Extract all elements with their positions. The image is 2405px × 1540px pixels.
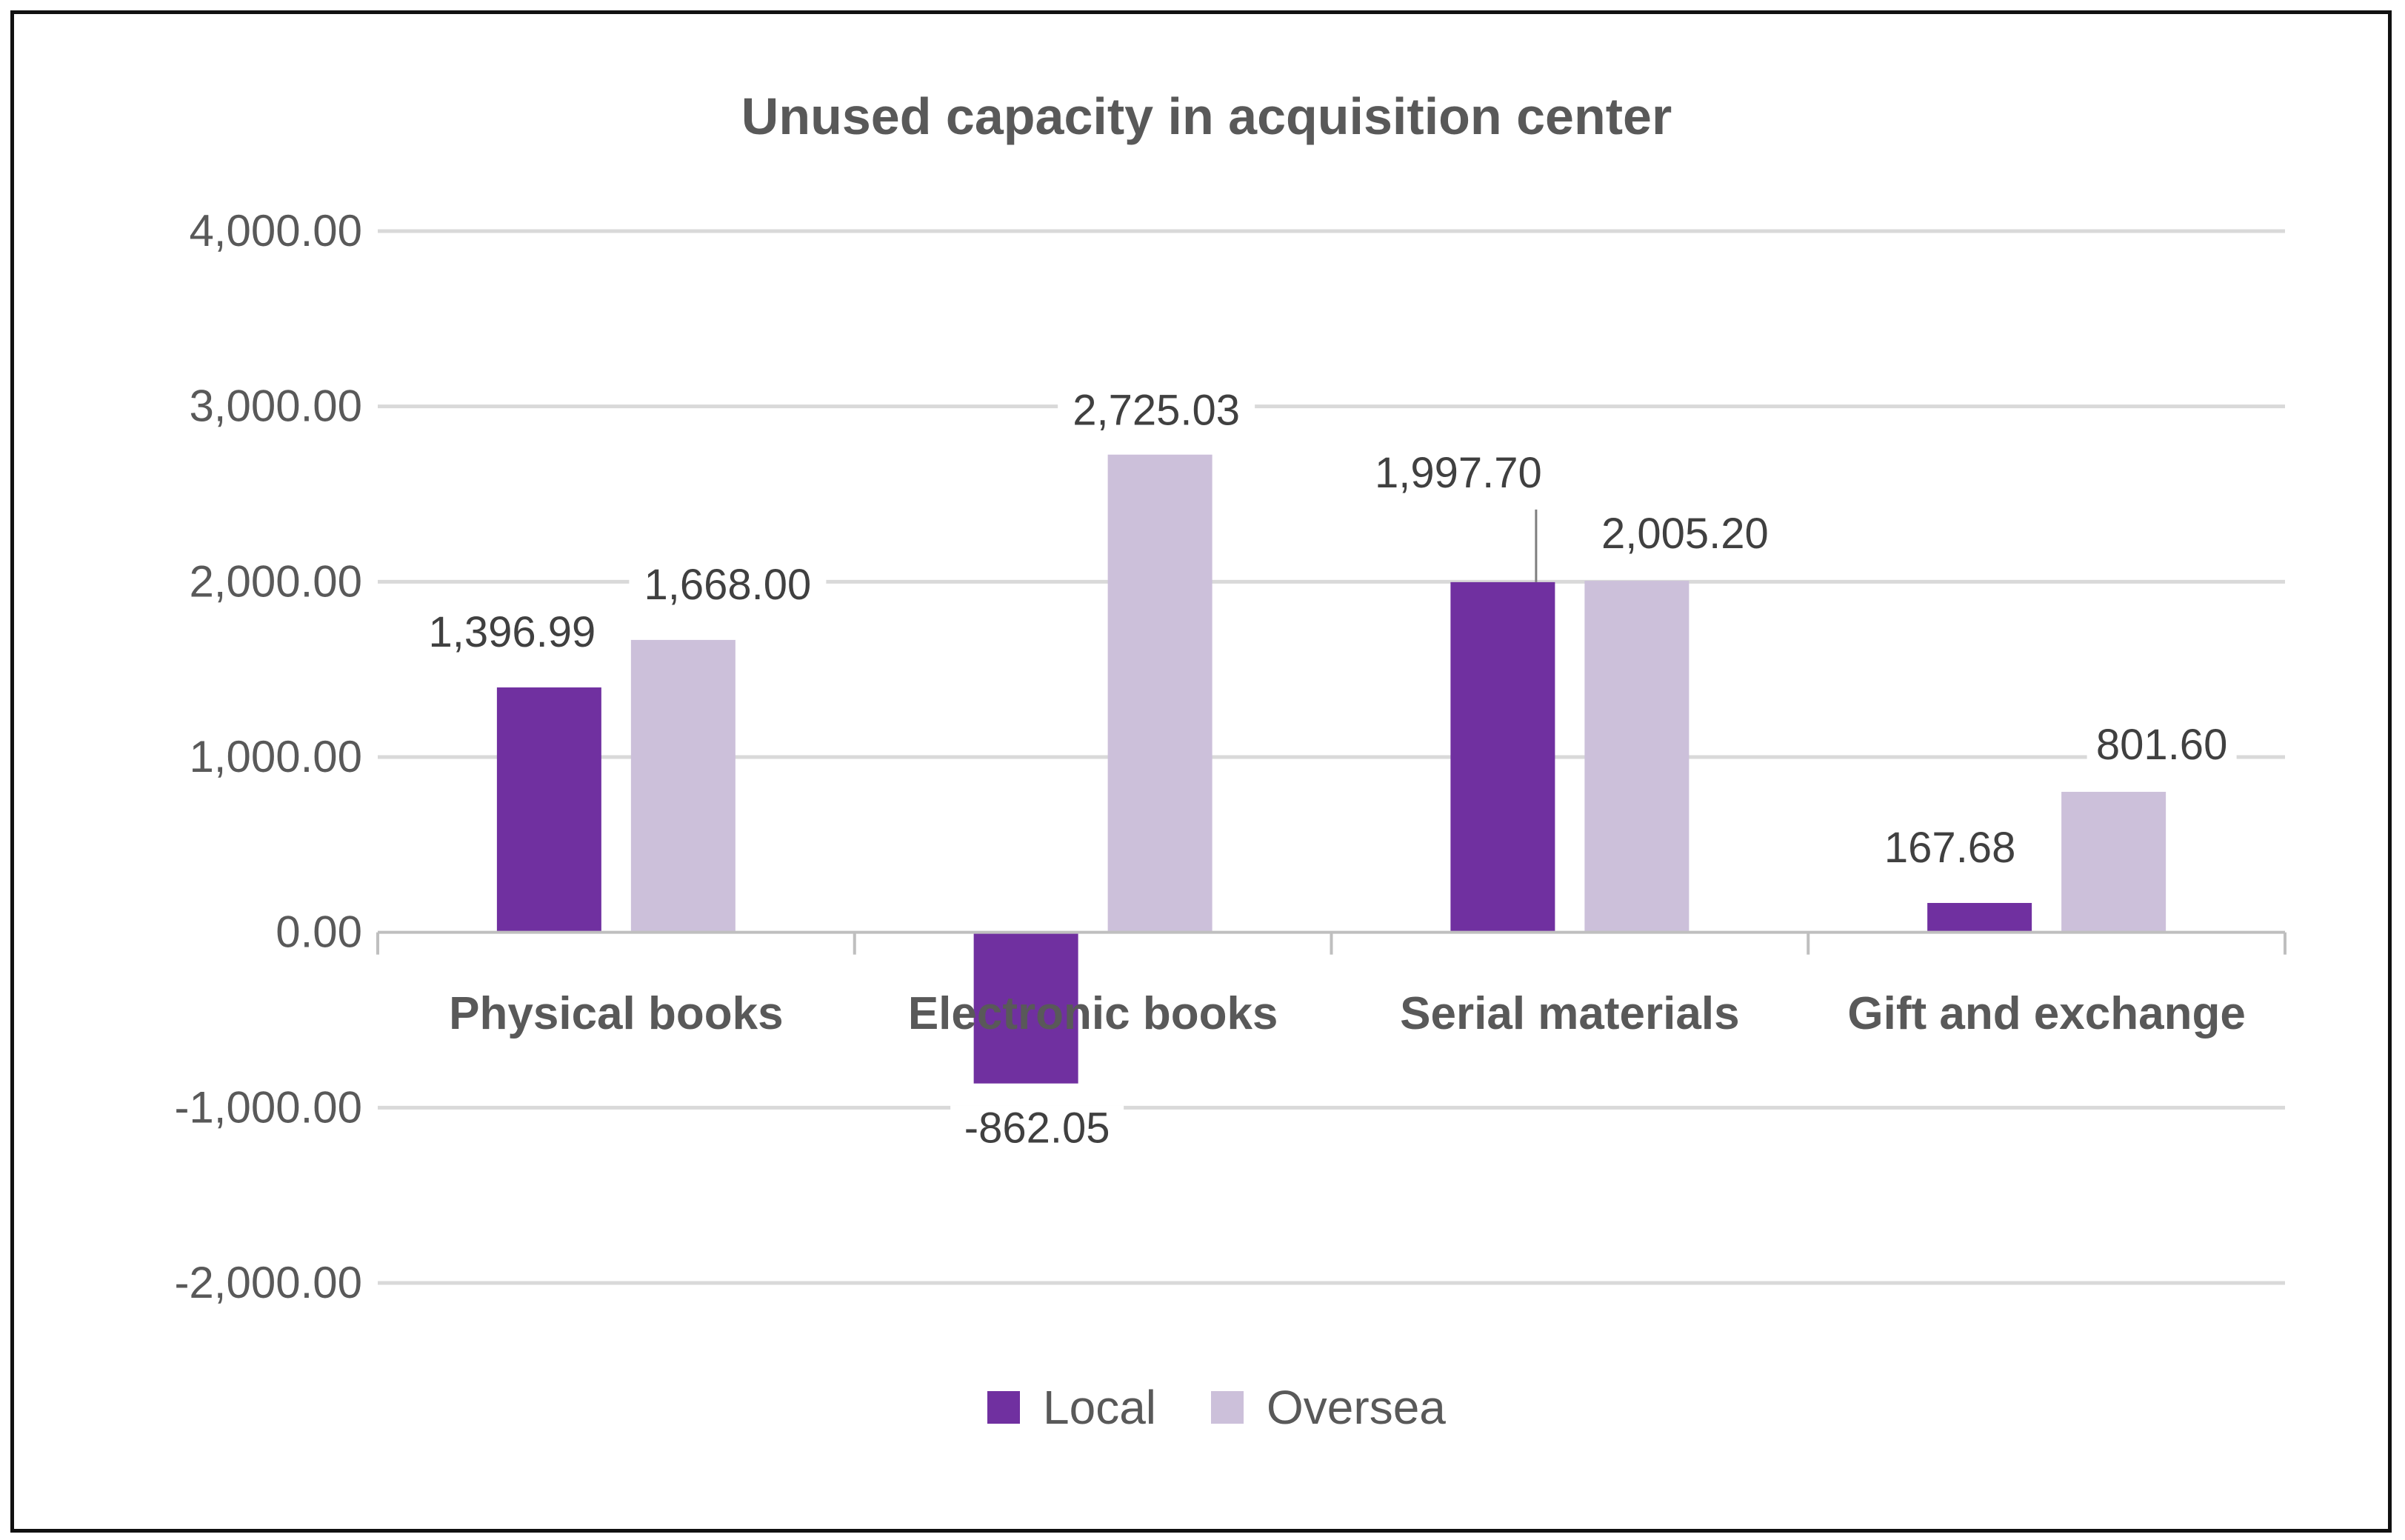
data-label-local-1: 1,396.99 xyxy=(428,608,596,656)
category-label: Serial materials xyxy=(1400,988,1739,1039)
data-label-background xyxy=(629,561,827,611)
bar-chart: Unused capacity in acquisition center 4,… xyxy=(174,87,2286,1434)
category-label: Physical books xyxy=(449,988,783,1039)
y-tick-label: -1,000.00 xyxy=(174,1082,362,1132)
bar-oversea-1 xyxy=(630,639,735,933)
data-labels: 1,396.99 -862.05 1,997.70 167.68 1,668.00 2,7… xyxy=(413,387,2237,1155)
data-label-background xyxy=(413,610,611,659)
y-tick-label: 2,000.00 xyxy=(189,556,362,606)
data-label-local-3: 1,997.70 xyxy=(1375,449,1542,497)
bar-local-1 xyxy=(496,687,601,933)
category-labels: Physical books Electronic books Serial mat… xyxy=(449,988,2246,1039)
y-axis-tick-labels: 4,000.00 3,000.00 2,000.00 1,000.00 0.00 -1,0… xyxy=(174,206,362,1307)
chart-frame: Unused capacity in acquisition center 4,… xyxy=(10,10,2392,1533)
bar-oversea-4 xyxy=(2061,791,2166,933)
y-tick-label: 0.00 xyxy=(276,907,362,957)
bar-local-2 xyxy=(973,932,1078,1084)
data-label-background xyxy=(2087,721,2237,771)
data-label-local-2: -862.05 xyxy=(964,1104,1110,1153)
data-label-background xyxy=(1586,511,1784,561)
chart-title: Unused capacity in acquisition center xyxy=(741,87,1672,145)
legend-swatch-oversea xyxy=(1211,1391,1244,1424)
y-tick-label: -2,000.00 xyxy=(174,1258,362,1307)
category-label: Electronic books xyxy=(908,988,1278,1039)
category-label: Gift and exchange xyxy=(1847,988,2245,1039)
legend-label-local: Local xyxy=(1043,1381,1156,1434)
data-label-background xyxy=(1875,824,2025,874)
legend-swatch-local xyxy=(987,1391,1020,1424)
legend: Local Oversea xyxy=(987,1381,1446,1434)
legend-label-oversea: Oversea xyxy=(1267,1381,1446,1434)
data-label-background xyxy=(1359,450,1557,499)
bar-local-3 xyxy=(1450,581,1555,933)
data-label-oversea-2: 2,725.03 xyxy=(1073,387,1240,435)
bars xyxy=(496,454,2166,1084)
x-axis xyxy=(376,930,2286,955)
y-tick-label: 4,000.00 xyxy=(189,206,362,256)
data-label-local-4: 167.68 xyxy=(1884,824,2015,872)
bar-oversea-3 xyxy=(1584,581,1689,933)
data-label-background xyxy=(1058,387,1255,437)
bar-oversea-2 xyxy=(1107,454,1212,933)
bar-local-4 xyxy=(1927,902,2032,933)
data-label-oversea-3: 2,005.20 xyxy=(1601,510,1769,558)
data-label-background xyxy=(950,1105,1124,1155)
data-label-oversea-4: 801.60 xyxy=(2096,721,2227,769)
y-tick-label: 3,000.00 xyxy=(189,381,362,431)
data-label-oversea-1: 1,668.00 xyxy=(644,561,811,609)
y-tick-label: 1,000.00 xyxy=(189,732,362,781)
